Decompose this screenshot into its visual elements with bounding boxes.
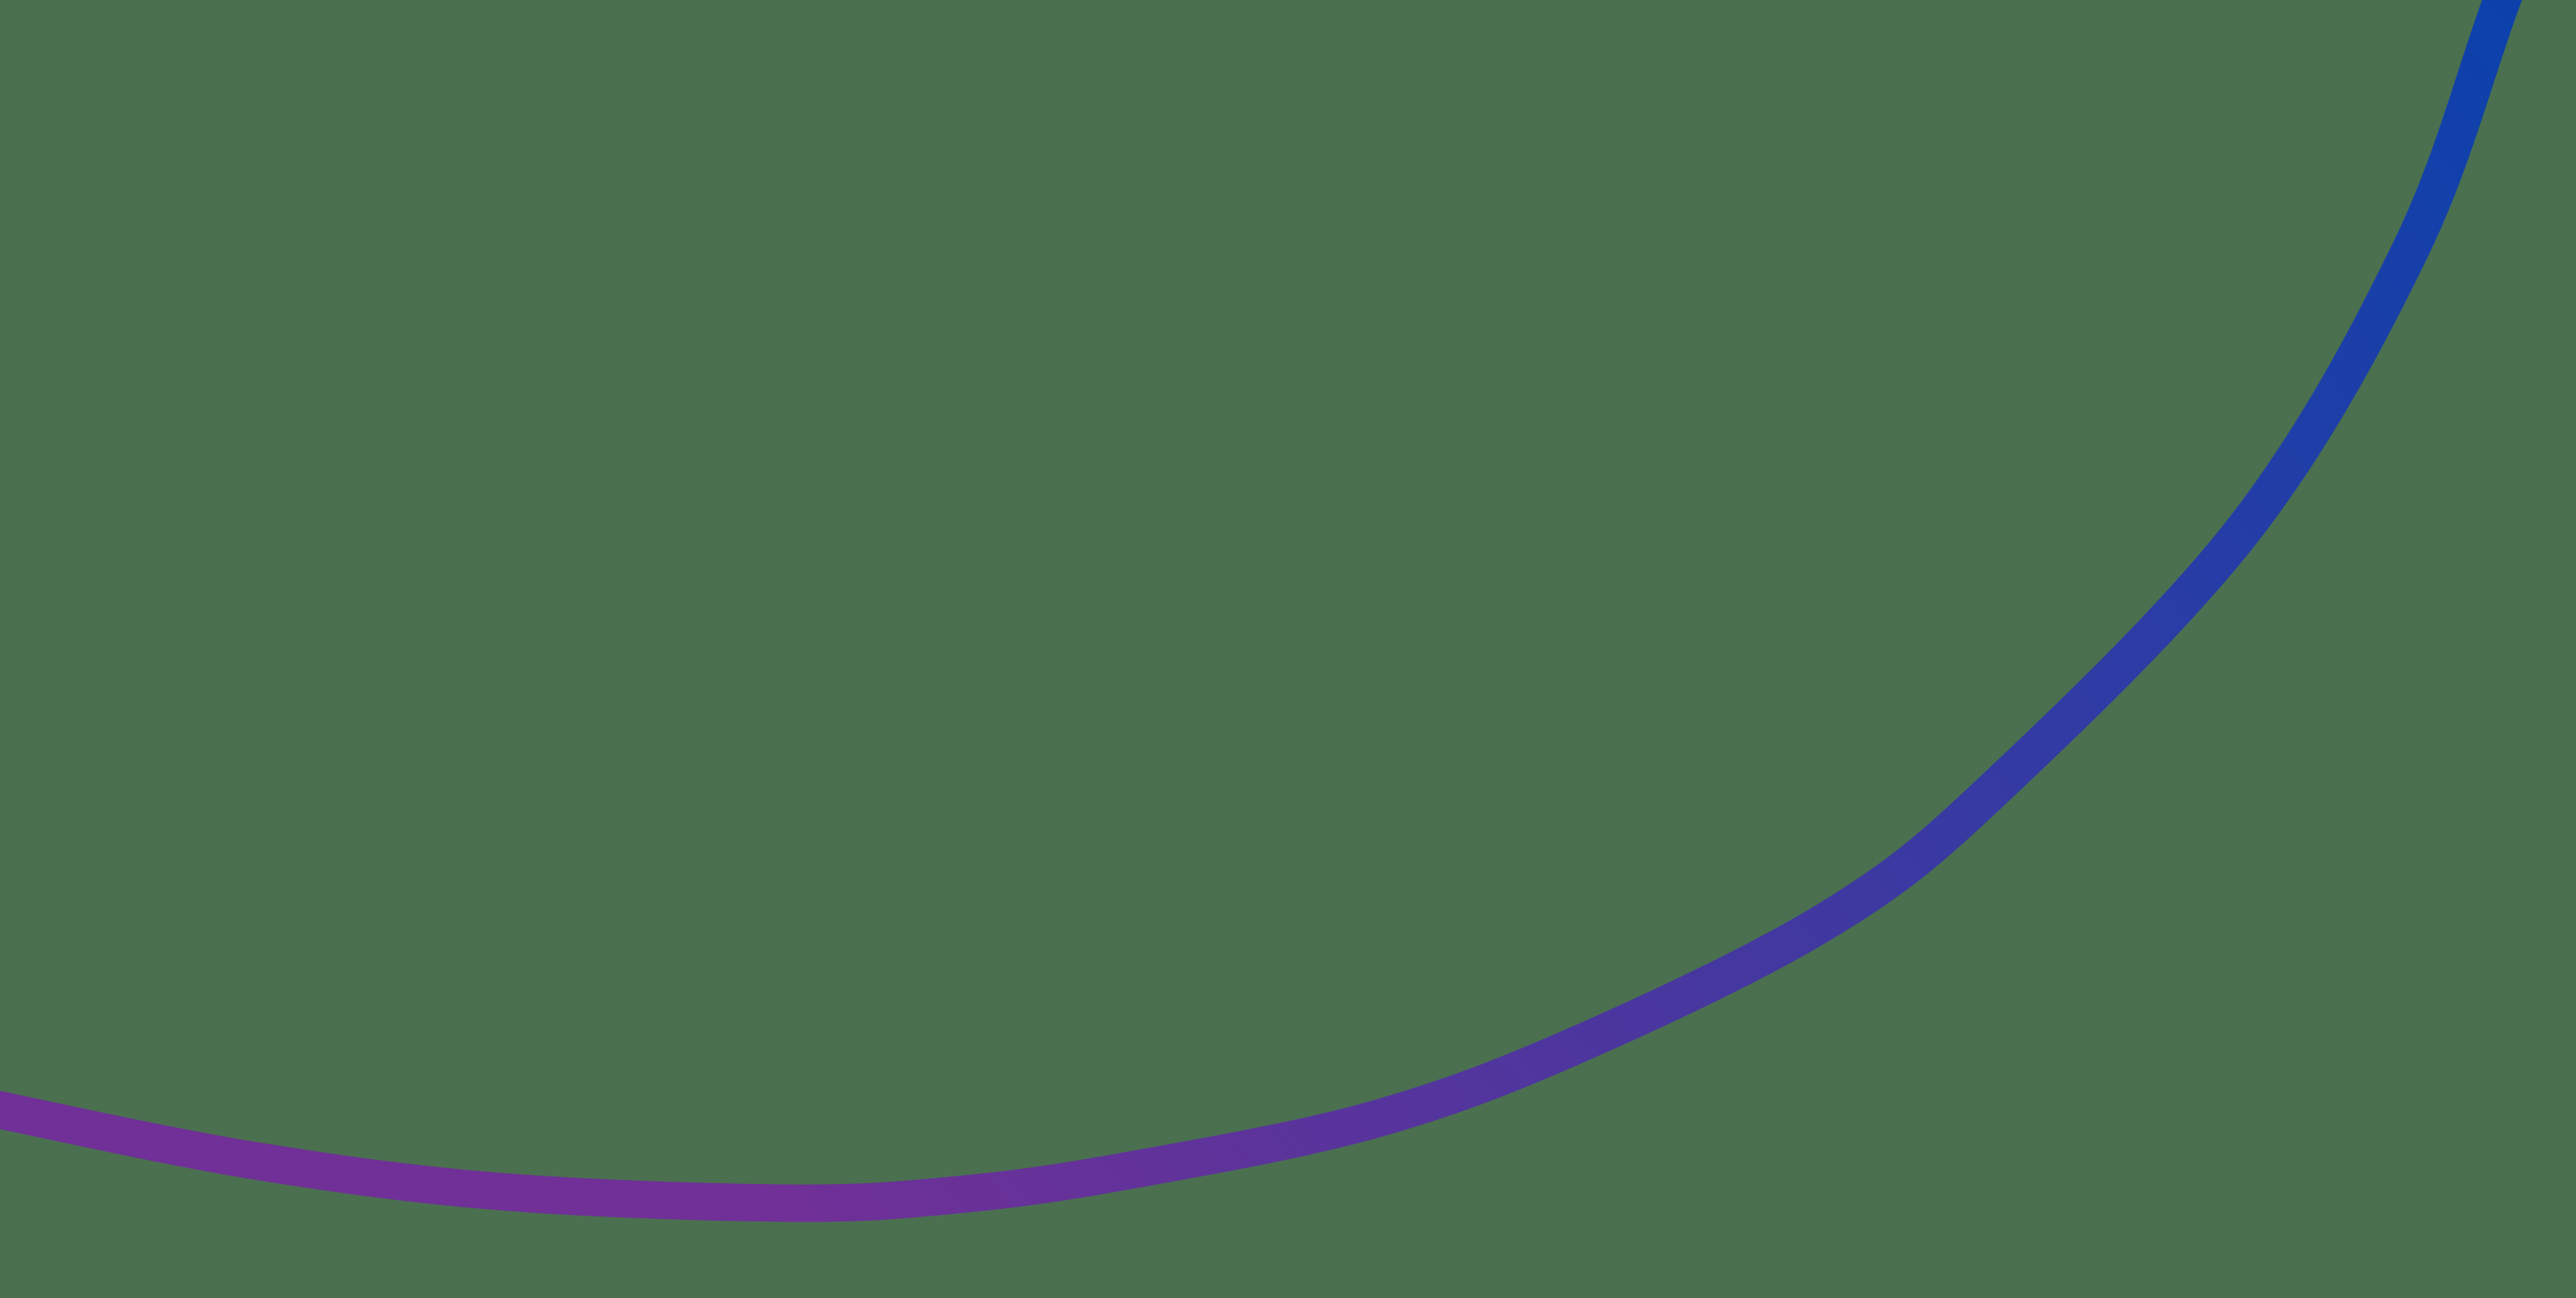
swoosh-curve [0, 0, 2522, 1222]
